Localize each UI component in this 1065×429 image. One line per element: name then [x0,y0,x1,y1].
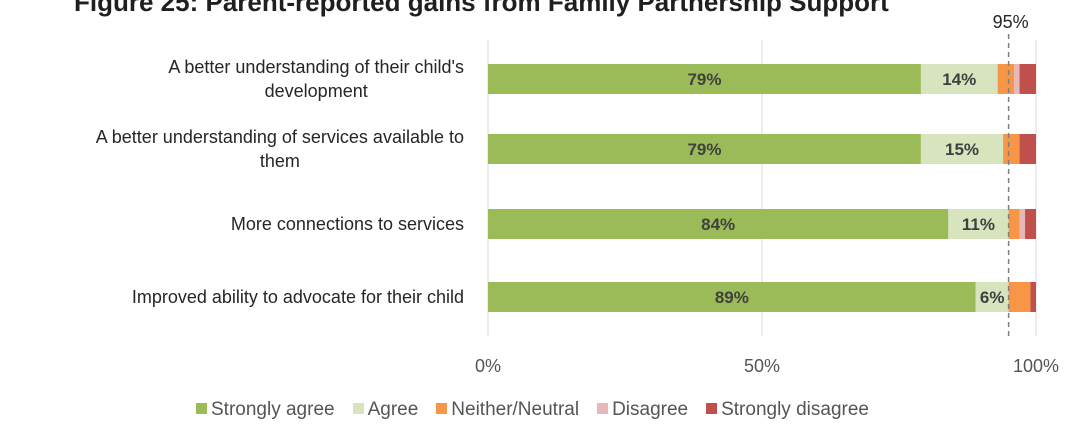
legend: Strongly agree Agree Neither/Neutral Disagr… [0,399,1065,421]
legend-swatch [196,403,207,414]
bar-segment [975,282,1009,312]
legend-label: Disagree [612,399,689,420]
category-label: More connections to services [231,214,464,234]
bar-segment [1008,209,1020,239]
data-label: 6% [980,288,1005,307]
data-labels: 79% 14% 79% 15% 84% 11% 89% 6% [687,70,1004,307]
legend-label: Agree [367,399,419,420]
legend-item: Neither/Neutral [436,399,579,421]
legend-swatch [597,403,609,414]
data-label: 84% [701,215,735,234]
chart-title: Figure 25: Parent-reported gains from Fa… [74,0,889,17]
category-label: A better understanding of their child's [168,57,464,77]
legend-item: Strongly disagree [706,399,869,421]
x-tick-label: 50% [744,356,780,376]
stacked-bar-chart: 79% 14% 79% 15% 84% 11% 89% 6% A better underst… [96,12,1059,376]
x-axis-ticks: 0% 50% 100% [475,356,1059,376]
x-tick-label: 0% [475,356,501,376]
data-label: 15% [945,140,979,159]
data-label: 89% [715,288,749,307]
bar-segment [920,64,998,94]
bar-segment [997,64,1015,94]
reference-line-label: 95% [993,12,1029,32]
data-label: 79% [687,70,721,89]
bar-segment [488,134,921,164]
legend-item: Strongly agree [196,399,335,421]
bar-segment [1019,134,1036,164]
bar-segment [488,64,921,94]
legend-label: Neither/Neutral [451,399,580,420]
legend-item: Disagree [597,399,688,421]
legend-swatch [436,403,448,414]
legend-swatch [706,403,718,414]
data-label: 79% [687,140,721,159]
reference-line-group: 95% [993,12,1029,336]
bar-segment [1014,64,1020,94]
data-label: 11% [962,215,995,234]
bars [488,64,1036,312]
legend-label: Strongly disagree [721,399,869,420]
x-tick-label: 100% [1013,356,1059,376]
category-label: Improved ability to advocate for their c… [132,287,464,307]
bar-segment [1019,209,1026,239]
bar-segment [1025,209,1036,239]
category-label: A better understanding of services avail… [96,127,464,147]
legend-item: Agree [352,399,419,421]
category-label: development [265,81,368,101]
data-label: 14% [942,70,976,89]
bar-segment [1030,282,1036,312]
category-label: them [260,151,300,171]
bar-segment [1019,64,1036,94]
bar-segment [488,282,976,312]
legend-label: Strongly agree [211,399,335,420]
bar-segment [488,209,949,239]
bar-segment [948,209,1009,239]
category-labels: A better understanding of their child's d… [96,57,464,307]
bar-segment [1003,134,1020,164]
bar-segment [920,134,1004,164]
legend-swatch [352,403,364,414]
bar-segment [1008,282,1031,312]
